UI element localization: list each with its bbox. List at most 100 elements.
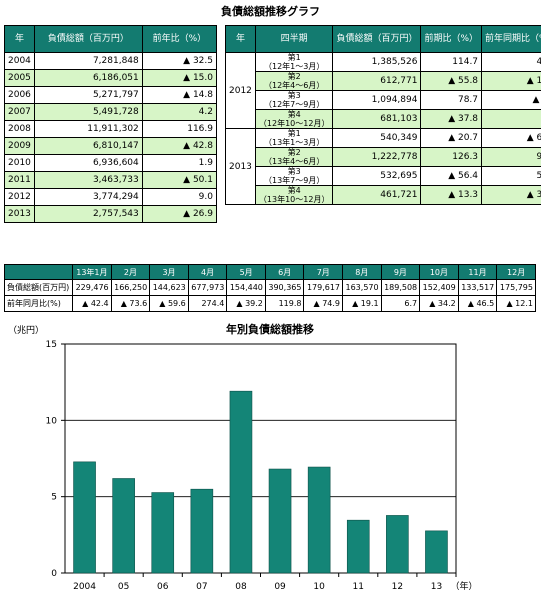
col-quarter: 四半期 [254, 25, 334, 53]
yoy-cell: ▲ 46.5 [457, 295, 498, 312]
quarter-name: 第2 [287, 148, 301, 157]
yoy-cell: ▲ 34.2 [419, 295, 459, 312]
x-tick-label: 10 [313, 582, 325, 592]
year-cell: 2008 [4, 120, 35, 138]
row-label: 負債総額(百万円) [3, 279, 74, 296]
y-tick-label: 10 [46, 416, 58, 426]
qoq-cell: 78.7 [420, 90, 483, 110]
quarter-name: 第3 [287, 167, 301, 176]
change-cell: ▲ 26.9 [141, 205, 218, 223]
month-header: 6月 [264, 264, 305, 280]
quarter-table: 年 四半期 負債総額（百万円） 前期比（%） 前年同期比（%） 2012第1（1… [225, 25, 541, 205]
quarter-period: （12年1～3月） [264, 62, 325, 71]
change-cell: ▲ 15.0 [141, 69, 218, 87]
qoq-cell: 126.3 [420, 147, 483, 167]
debt-cell: 166,250 [110, 279, 151, 296]
yoy-cell: ▲ 11.5 [481, 71, 541, 91]
y-tick-label: 5 [51, 493, 57, 503]
debt-cell: 5,491,728 [33, 103, 143, 121]
table-row: 第3（13年7～9月）532,695▲ 56.451.3 [226, 166, 541, 186]
quarter-cell: 第2 （12年4～6月） [254, 71, 334, 91]
debt-cell: 1,222,778 [332, 147, 422, 167]
yoy-cell: ▲ 19.1 [342, 295, 382, 312]
yoy-cell: ▲ 8.3 [481, 90, 541, 110]
change-cell: 4.2 [141, 103, 218, 121]
quarter-period: （12年4～6月） [264, 81, 325, 90]
x-tick-label: 11 [353, 582, 364, 592]
x-axis-unit: （年） [450, 580, 477, 592]
debt-cell: 461,721 [332, 185, 422, 205]
quarter-name: 第4 [287, 110, 301, 119]
debt-cell: 3,774,294 [33, 188, 143, 206]
change-cell: ▲ 14.8 [141, 86, 218, 104]
debt-cell: 532,695 [332, 166, 422, 186]
quarter-name: 第3 [287, 91, 301, 100]
table-row: 2004 7,281,848 ▲ 32.5 [4, 52, 218, 70]
debt-cell: 6,186,051 [33, 69, 143, 87]
qoq-cell: ▲ 55.8 [420, 71, 483, 91]
yoy-cell: ▲ 61.0 [481, 128, 541, 148]
quarter-cell: 第4 （13年10～12月） [254, 185, 334, 205]
yoy-cell: 5.5 [481, 109, 541, 129]
debt-cell: 6,936,604 [33, 154, 143, 172]
year-cell: 2013 [225, 128, 256, 205]
change-cell: 1.9 [141, 154, 218, 172]
x-tick-label: 2004 [73, 582, 96, 592]
table-row: 2006 5,271,797 ▲ 14.8 [4, 86, 218, 104]
y-axis-label: （兆円） [8, 325, 44, 336]
month-header: 5月 [226, 264, 266, 280]
table-row: 2007 5,491,728 4.2 [4, 103, 218, 121]
debt-cell: 1,094,894 [332, 90, 422, 110]
debt-cell: 3,463,733 [33, 171, 143, 189]
change-cell: 9.0 [141, 188, 218, 206]
yoy-cell: 99.5 [481, 147, 541, 167]
year-cell: 2012 [4, 188, 35, 206]
quarter-name: 第4 [287, 186, 301, 195]
month-header: 2月 [110, 264, 151, 280]
yoy-cell: ▲ 12.1 [496, 295, 536, 312]
corner-cell [3, 264, 74, 280]
debt-cell: 540,349 [332, 128, 422, 148]
x-tick-label: 12 [392, 582, 403, 592]
yoy-cell: 48.5 [481, 52, 541, 72]
table-row: 2010 6,936,604 1.9 [4, 154, 218, 172]
bar-12 [386, 515, 409, 574]
debt-cell: 6,810,147 [33, 137, 143, 155]
quarter-name: 第1 [287, 129, 301, 138]
annual-table: 年 負債総額（百万円） 前年比（%） 2004 7,281,848 ▲ 32.5 20… [4, 25, 218, 223]
quarter-cell: 第1 （12年1～3月） [254, 52, 334, 72]
yoy-cell: ▲ 74.9 [303, 295, 344, 312]
qoq-cell: ▲ 13.3 [420, 185, 483, 205]
quarter-cell: 第4 （12年10～12月） [254, 109, 334, 129]
yoy-cell: ▲ 59.6 [149, 295, 189, 312]
qoq-cell: ▲ 20.7 [420, 128, 483, 148]
x-tick-label: 06 [157, 582, 169, 592]
debt-cell: 612,771 [332, 71, 422, 91]
yoy-cell: ▲ 32.2 [481, 185, 541, 205]
month-header: 7月 [303, 264, 344, 280]
bar-08 [229, 390, 253, 574]
yoy-cell: 6.7 [380, 295, 421, 312]
month-header: 9月 [380, 264, 421, 280]
yoy-cell: 119.8 [264, 295, 305, 312]
month-header: 10月 [419, 264, 459, 280]
bar-07 [190, 488, 214, 574]
x-tick-label: 07 [196, 582, 207, 592]
debt-cell: 179,617 [303, 279, 344, 296]
y-tick-label: 0 [51, 569, 57, 579]
bar-06 [151, 492, 175, 574]
col-change: 前年比（%） [141, 25, 218, 53]
month-header: 13年1月 [72, 264, 112, 280]
debt-cell: 133,517 [457, 279, 498, 296]
yoy-cell: 274.4 [187, 295, 228, 312]
debt-cell: 11,911,302 [33, 120, 143, 138]
year-cell: 2004 [4, 52, 35, 70]
debt-cell: 175,795 [496, 279, 536, 296]
y-tick-label: 15 [46, 340, 57, 350]
col-qoq: 前期比（%） [420, 25, 483, 53]
monthly-table: 13年1月 2月 3月 4月 5月 6月 7月 8月 9月 10月 11月 12月 負債総額(百万円)… [3, 264, 536, 312]
bar-11 [346, 519, 370, 574]
month-header: 12月 [496, 264, 536, 280]
year-cell: 2013 [4, 205, 35, 223]
